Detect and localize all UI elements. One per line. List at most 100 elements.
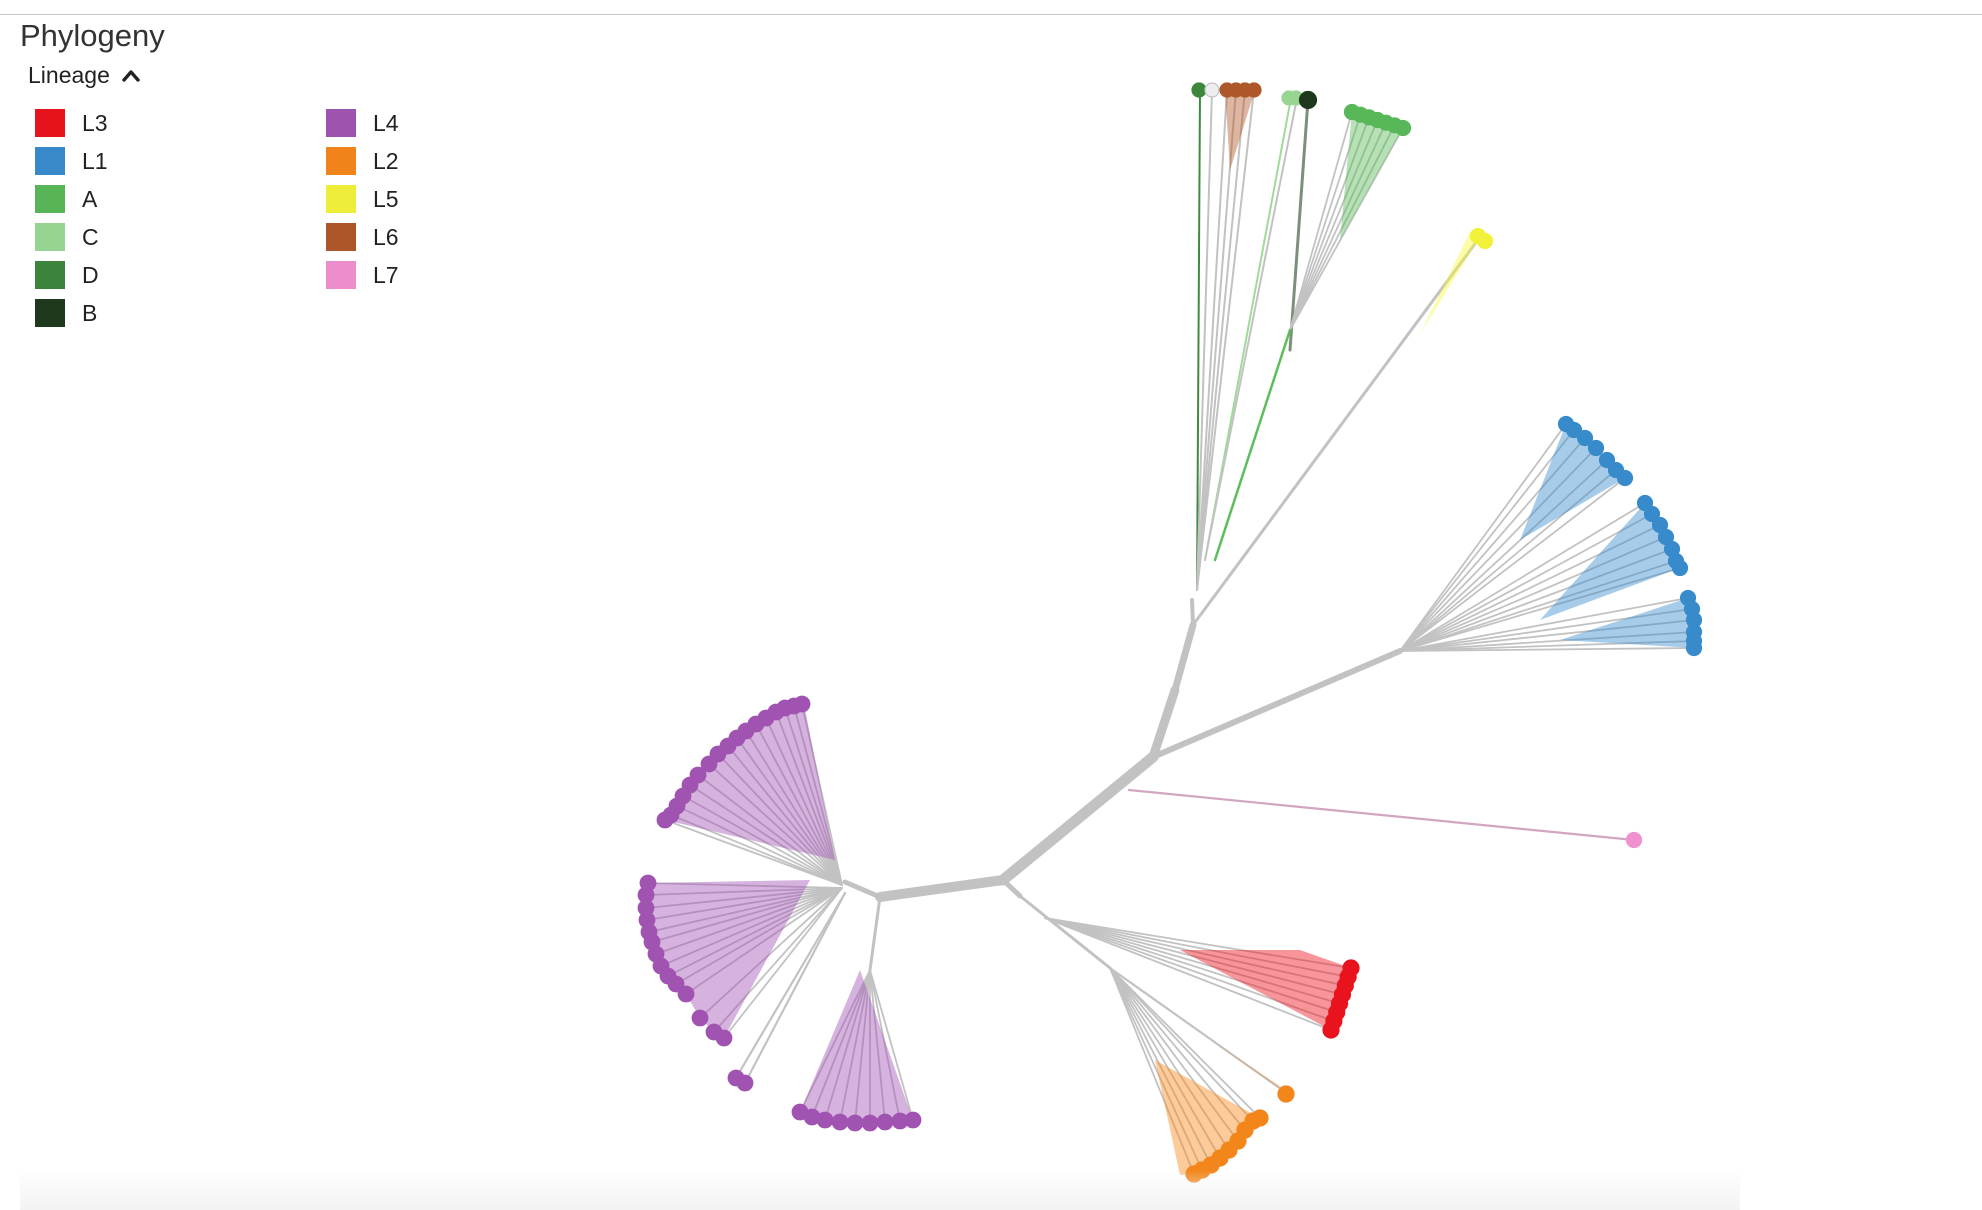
branch-l4 xyxy=(699,887,843,1019)
l3-fan xyxy=(1180,950,1351,1030)
branch-l2 xyxy=(1109,967,1203,1171)
l1-tip[interactable] xyxy=(1685,639,1703,657)
a-tip[interactable] xyxy=(1394,119,1412,137)
legend-label-l4: L4 xyxy=(373,109,399,136)
backbone xyxy=(1150,648,1403,760)
branch-l3 xyxy=(1044,917,1338,1014)
branch-l4 xyxy=(755,723,843,886)
l4-tip[interactable] xyxy=(667,975,685,993)
legend-label-b: B xyxy=(82,299,98,326)
l7-tip[interactable] xyxy=(1625,831,1643,849)
branch-l1 xyxy=(1399,423,1567,652)
branch-l4 xyxy=(670,814,843,886)
l4-tip[interactable] xyxy=(846,1114,864,1132)
legend-item-l1[interactable]: L1 xyxy=(35,142,108,180)
branch-l4 xyxy=(646,887,843,921)
l4-tip[interactable] xyxy=(876,1113,894,1131)
l2-tip[interactable] xyxy=(1251,1109,1269,1127)
branch-l4 xyxy=(708,763,843,886)
legend-label-c: C xyxy=(82,223,99,250)
l4-tip[interactable] xyxy=(736,1074,754,1092)
l4-tip[interactable] xyxy=(700,755,718,773)
swatch-a xyxy=(35,185,65,213)
legend-item-l5[interactable]: L5 xyxy=(326,180,399,218)
bottom-fade xyxy=(20,1170,1740,1210)
b-tip[interactable] xyxy=(1298,90,1318,110)
l6-tip[interactable] xyxy=(1246,82,1262,98)
l4-tip[interactable] xyxy=(831,1113,849,1131)
l4-tip[interactable] xyxy=(691,1009,709,1027)
branch-l4 xyxy=(839,969,871,1123)
branch-l4 xyxy=(682,795,843,886)
legend-item-l6[interactable]: L6 xyxy=(326,218,399,256)
l3-tip[interactable] xyxy=(1322,1021,1340,1039)
backbone xyxy=(1171,621,1197,694)
legend-label-l5: L5 xyxy=(373,185,399,212)
branch-l6 xyxy=(1196,89,1237,591)
l4-tip[interactable] xyxy=(715,1029,733,1047)
branch-l1 xyxy=(1399,647,1695,652)
branch-l4 xyxy=(645,887,843,896)
legend-item-a[interactable]: A xyxy=(35,180,108,218)
branch-l1 xyxy=(1399,567,1681,652)
l5-tip[interactable] xyxy=(1476,232,1494,250)
branch-l4 xyxy=(745,730,843,886)
d-tip[interactable] xyxy=(1191,82,1207,98)
legend-label-d: D xyxy=(82,261,99,288)
branch-l4 xyxy=(743,891,847,1085)
legend-item-l2[interactable]: L2 xyxy=(326,142,399,180)
l4-tip[interactable] xyxy=(816,1111,834,1129)
legend-toggle[interactable]: Lineage xyxy=(28,62,140,89)
l1-tip[interactable] xyxy=(1671,559,1689,577)
legend-label-l6: L6 xyxy=(373,223,399,250)
legend-column-1: L3 L1 A C D B xyxy=(35,104,108,332)
branch-l1 xyxy=(1399,437,1586,652)
branch-l2 xyxy=(1109,967,1261,1119)
legend-item-l7[interactable]: L7 xyxy=(326,256,399,294)
branch-l1 xyxy=(1399,548,1673,652)
branch-l1 xyxy=(1399,459,1608,652)
l4-tip[interactable] xyxy=(656,811,674,829)
swatch-l7 xyxy=(326,261,356,289)
branch-l4 xyxy=(775,711,843,886)
l1-tip[interactable] xyxy=(1565,421,1583,439)
branch-l4 xyxy=(723,887,843,1039)
legend-item-c[interactable]: C xyxy=(35,218,108,256)
branch-a-stem xyxy=(1213,328,1292,562)
branch-l2 xyxy=(1109,967,1254,1122)
branch-l1 xyxy=(1399,502,1646,652)
l4-tip[interactable] xyxy=(861,1114,879,1132)
swatch-l4 xyxy=(326,109,356,137)
branch-l1 xyxy=(1399,640,1695,652)
branch-l6 xyxy=(1196,89,1228,591)
l4-tip[interactable] xyxy=(904,1111,922,1129)
l1-tip[interactable] xyxy=(1598,451,1616,469)
l1-tip[interactable] xyxy=(1643,505,1661,523)
l4-tip[interactable] xyxy=(677,985,695,1003)
legend-label-l3: L3 xyxy=(82,109,108,136)
branch-l4 xyxy=(647,882,843,889)
branch-l3 xyxy=(1044,917,1352,969)
legend-item-l4[interactable]: L4 xyxy=(326,104,399,142)
branch-l4 xyxy=(869,969,914,1121)
branch-l1 xyxy=(1399,631,1695,652)
branch-white xyxy=(1196,89,1213,591)
branch-l4 xyxy=(784,707,843,886)
legend-item-l3[interactable]: L3 xyxy=(35,104,108,142)
tree-tip-nodes xyxy=(637,82,1703,1183)
branch-l4 xyxy=(685,887,843,995)
branch-a xyxy=(1289,127,1404,331)
l1-tip[interactable] xyxy=(1616,469,1634,487)
branch-l2 xyxy=(1109,967,1246,1131)
legend-item-d[interactable]: D xyxy=(35,256,108,294)
branch-l4 xyxy=(676,805,843,886)
white-tip-outline xyxy=(1204,82,1220,98)
legend-item-b[interactable]: B xyxy=(35,294,108,332)
l2-tip[interactable] xyxy=(1277,1085,1295,1103)
branch-l4 xyxy=(811,969,871,1118)
branch-l4 xyxy=(869,969,901,1122)
l1-tip[interactable] xyxy=(1576,429,1594,447)
l1-tip[interactable] xyxy=(1587,439,1605,457)
branch-l4 xyxy=(869,969,886,1123)
